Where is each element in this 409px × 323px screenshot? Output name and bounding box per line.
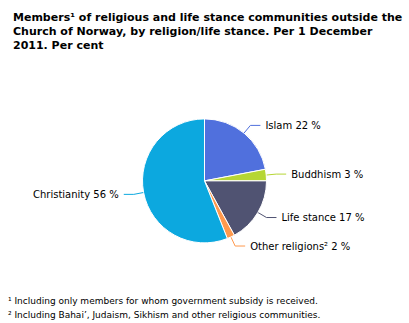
svg-text:Church of Norway, by religion/: Church of Norway, by religion/life stanc…: [13, 25, 373, 38]
svg-text:² Including Bahai’, Judaism, S: ² Including Bahai’, Judaism, Sikhism and…: [8, 310, 320, 320]
svg-text:Islam 22 %: Islam 22 %: [265, 120, 320, 131]
svg-text:2011. Per cent: 2011. Per cent: [13, 39, 103, 52]
svg-text:Other religions² 2 %: Other religions² 2 %: [250, 241, 350, 252]
svg-text:Life stance 17 %: Life stance 17 %: [281, 212, 364, 223]
svg-text:Members¹ of religious and life: Members¹ of religious and life stance co…: [13, 11, 402, 24]
svg-text:Buddhism 3 %: Buddhism 3 %: [291, 169, 363, 180]
svg-text:Christianity 56 %: Christianity 56 %: [33, 189, 119, 200]
svg-text:¹ Including only members for w: ¹ Including only members for whom govern…: [8, 296, 318, 306]
